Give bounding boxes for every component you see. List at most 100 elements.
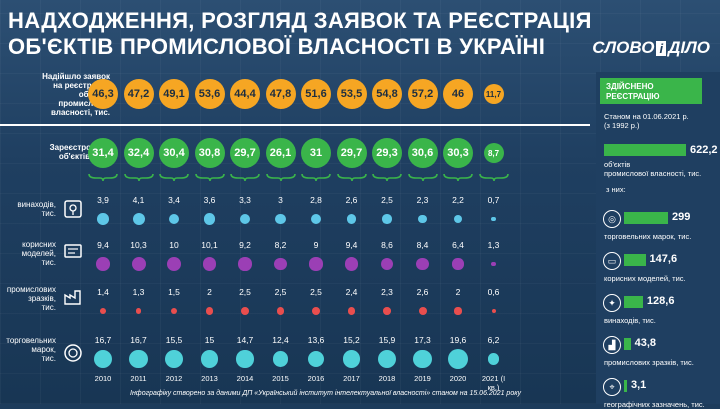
utility-model-icon — [64, 244, 82, 258]
series-value: 6,4 — [452, 240, 464, 250]
series-value: 15 — [204, 335, 215, 345]
series-dot — [344, 257, 359, 271]
series-value: 2,3 — [381, 287, 393, 297]
brace-mark — [88, 173, 118, 182]
brace-mark — [159, 173, 189, 182]
brace-mark — [194, 173, 225, 182]
series-value: 14,7 — [236, 335, 254, 345]
series-value: 0,6 — [487, 287, 500, 297]
industrial-design-icon: ▟ — [603, 336, 621, 354]
panel-as-of-1: Станом на 01.06.2021 р. — [604, 112, 689, 121]
series-dot — [382, 214, 392, 224]
year-label: 2010 — [94, 374, 112, 383]
series-value: 2,4 — [345, 287, 358, 297]
applications-circle: 53,6 — [194, 79, 225, 109]
series-value: 8,6 — [381, 240, 393, 250]
series-dot — [377, 349, 396, 368]
series-value: 4,1 — [132, 195, 145, 205]
panel-item-value: 299 — [672, 211, 691, 223]
header: НАДХОДЖЕННЯ, РОЗГЛЯД ЗАЯВОК ТА РЕЄСТРАЦІ… — [0, 0, 720, 64]
series-value: 3,6 — [203, 195, 216, 205]
logo-right: ДІЛО — [668, 38, 710, 57]
applications-label-4: промислової — [58, 99, 110, 108]
series-dot — [205, 307, 213, 315]
series-value: 13,6 — [307, 335, 325, 345]
panel-item-label: промислових зразків, тис. — [604, 358, 694, 367]
series-value: 10 — [169, 240, 179, 250]
design-label-3: тис. — [41, 303, 56, 312]
series-dot — [452, 258, 464, 270]
series-value: 9,2 — [239, 240, 251, 250]
brace-mark — [372, 173, 402, 182]
series-dot — [346, 214, 357, 224]
utility-label-2: моделей, — [21, 249, 56, 258]
invention-icon: ✦ — [603, 294, 621, 312]
registered-circle: 29,7 — [336, 138, 367, 168]
series-value: 2,5 — [381, 195, 393, 205]
divider — [0, 124, 590, 126]
panel-as-of-2: (з 1992 р.) — [604, 121, 640, 130]
brace-mark — [407, 173, 438, 182]
panel-heading: ЗДІЙСНЕНО РЕЄСТРАЦІЮ — [600, 78, 702, 104]
logo-mid: і — [656, 41, 667, 56]
series-dot — [236, 350, 254, 368]
series-value: 15,2 — [343, 335, 360, 345]
series-dot — [96, 257, 110, 271]
inventions-label: винаходів, тис. — [4, 200, 56, 218]
panel-heading-1: ЗДІЙСНЕНО — [606, 82, 654, 91]
applications-circle: 51,6 — [301, 79, 331, 109]
registered-circle: 32,4 — [123, 138, 154, 168]
applications-circle: 47,8 — [265, 79, 296, 109]
series-dot — [97, 213, 109, 225]
series-dot — [274, 257, 287, 271]
utility-model-icon: ▭ — [603, 252, 621, 270]
trademark-icon: ◎ — [603, 210, 621, 228]
year-label: 2020 — [449, 374, 467, 383]
series-dot — [491, 261, 496, 267]
series-dot — [168, 213, 180, 225]
year-label: 2017 — [343, 374, 360, 383]
year-label: 2013 — [201, 374, 218, 383]
series-value: 19,6 — [449, 335, 467, 345]
trademark-label-2: марок, — [31, 345, 56, 354]
trademark-label: торговельних марок, тис. — [4, 336, 56, 363]
series-dot — [309, 257, 323, 271]
series-value: 9 — [313, 240, 319, 250]
series-value: 3,4 — [168, 195, 180, 205]
series-dot — [491, 216, 496, 222]
series-dot — [347, 307, 356, 315]
series-value: 1,3 — [132, 287, 145, 297]
series-value: 17,3 — [414, 335, 431, 345]
panel-heading-2: РЕЄСТРАЦІЮ — [606, 92, 660, 101]
series-dot — [383, 307, 391, 315]
series-dot — [132, 213, 145, 225]
series-dot — [200, 350, 219, 368]
design-label: промислових зразків, тис. — [4, 285, 56, 312]
panel-as-of: Станом на 01.06.2021 р. (з 1992 р.) — [604, 112, 689, 130]
series-value: 2 — [455, 287, 461, 297]
registered-circle: 30,4 — [159, 138, 189, 168]
series-dot — [135, 308, 142, 314]
brace-mark — [230, 173, 260, 182]
year-label: 2011 — [130, 374, 147, 383]
utility-label-3: тис. — [41, 258, 56, 267]
applications-circle: 47,2 — [123, 79, 154, 109]
utility-label-1: корисних — [22, 240, 56, 249]
series-dot — [413, 349, 432, 369]
total-value: 622,2 — [690, 144, 718, 156]
panel-item-bar — [624, 380, 627, 392]
series-value: 6,2 — [487, 335, 500, 345]
series-dot — [487, 353, 500, 365]
year-label: 2014 — [236, 374, 254, 383]
title-line-2: ОБ'ЄКТІВ ПРОМИСЛОВОЇ ВЛАСНОСТІ В УКРАЇНІ — [8, 34, 546, 59]
series-value: 1,3 — [487, 240, 500, 250]
series-dot — [238, 257, 252, 271]
source-note: Інфографіку створено за даними ДП «Украї… — [130, 390, 522, 397]
invention-icon — [64, 200, 82, 218]
registered-circle: 8,7 — [483, 143, 504, 163]
series-dot — [418, 214, 427, 224]
series-value: 2,8 — [310, 195, 322, 205]
trademark-icon — [64, 344, 82, 362]
panel-item-value: 3,1 — [631, 379, 647, 391]
series-dot — [454, 307, 462, 315]
